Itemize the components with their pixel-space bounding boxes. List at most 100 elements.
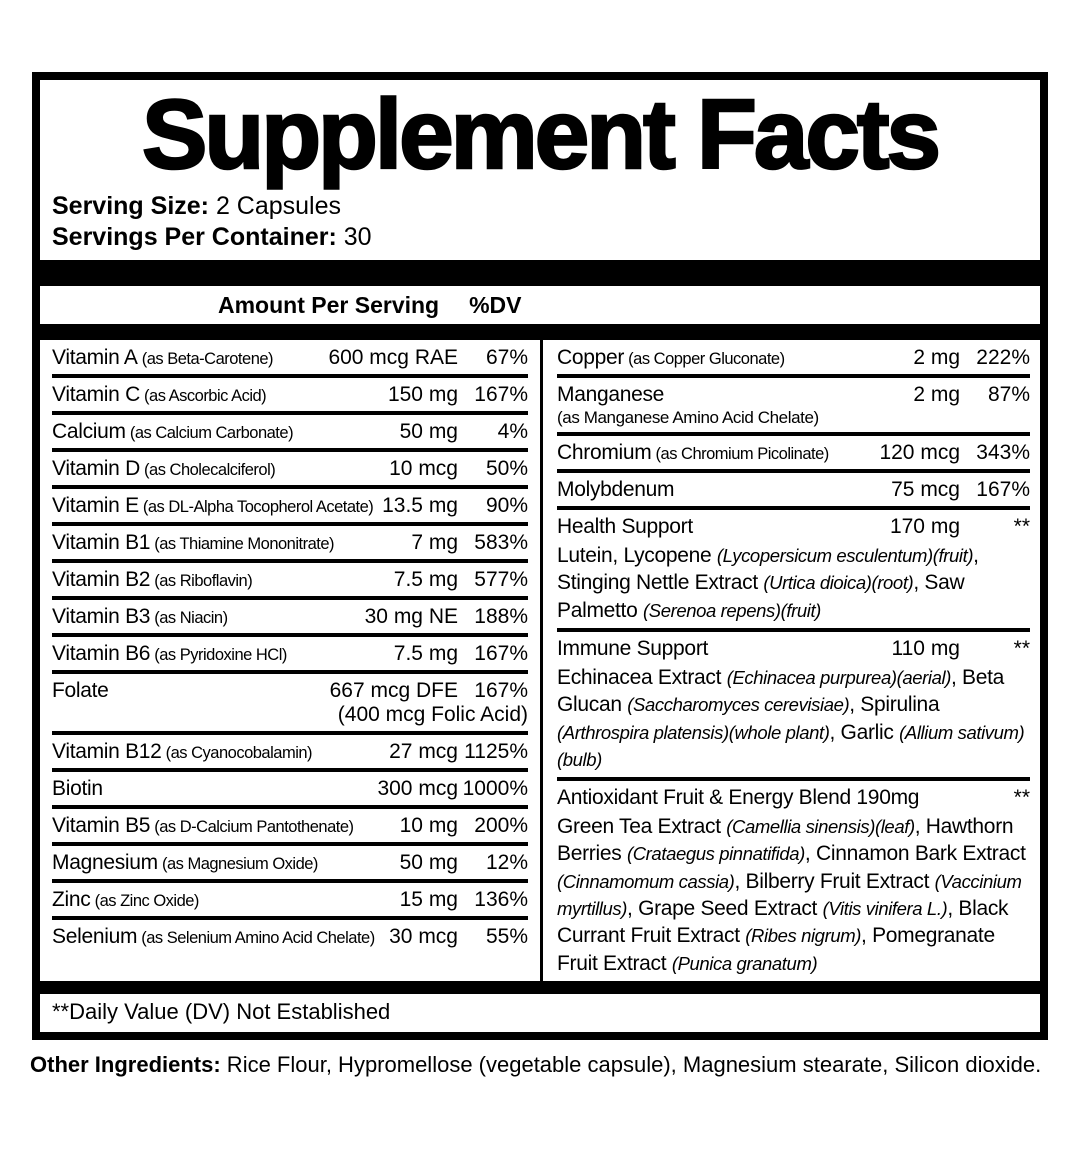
nutrient-name-text: Health Support	[557, 515, 693, 539]
botanical-name: (Lycopersicum esculentum)(fruit)	[716, 545, 974, 567]
ingredient-text: , Cinnamon Bark Extract	[804, 842, 1026, 866]
nutrient-name: Health Support	[557, 515, 884, 539]
nutrient-name: Vitamin A (as Beta-Carotene)	[52, 346, 322, 370]
nutrient-amount: 10 mg	[399, 814, 458, 838]
nutrient-amount: 50 mg	[399, 420, 458, 444]
nutrient-amount: 600 mcg RAE	[328, 346, 458, 370]
nutrient-name-text: Antioxidant Fruit & Energy Blend 190mg	[557, 786, 920, 810]
nutrient-name: Immune Support	[557, 637, 886, 661]
nutrient-dv: **	[1013, 515, 1030, 539]
nutrient-amount: 30 mcg	[389, 925, 458, 949]
nutrient-source-text: (as Beta-Carotene)	[137, 350, 274, 369]
nutrient-amount: 13.5 mg	[382, 494, 458, 518]
nutrient-row-line: Immune Support 110 mg **	[557, 637, 1030, 661]
nutrient-row: Molybdenum 75 mcg 167%	[557, 473, 1030, 511]
ingredient-text: , Saw Palmetto	[557, 571, 965, 622]
nutrient-row: Vitamin A (as Beta-Carotene) 600 mcg RAE 6…	[52, 341, 528, 379]
nutrient-amount: 27 mcg	[389, 740, 458, 764]
servings-per-container-label: Servings Per Container:	[52, 222, 337, 251]
nutrient-name-text: Vitamin B2	[52, 568, 151, 592]
nutrient-amount: 110 mg	[891, 636, 961, 660]
nutrient-row-line: Vitamin B1 (as Thiamine Mononitrate) 7 mg…	[52, 531, 528, 555]
nutrient-dv: 167%	[474, 679, 528, 703]
ingredient-text: , Garlic	[829, 720, 900, 744]
nutrient-row-line: Magnesium (as Magnesium Oxide) 50 mg 12%	[52, 851, 528, 875]
nutrient-source-text: (as Cyanocobalamin)	[161, 744, 313, 763]
nutrient-name: Vitamin D (as Cholecalciferol)	[52, 457, 383, 481]
ingredient-text: Lutein, Lycopene	[557, 544, 717, 568]
nutrient-amount: 120 mcg	[879, 441, 960, 465]
nutrient-dv: 167%	[976, 478, 1030, 502]
nutrient-name: Molybdenum	[557, 478, 885, 502]
nutrient-amount: 667 mcg DFE	[329, 679, 458, 703]
nutrient-name: Zinc (as Zinc Oxide)	[52, 888, 394, 912]
nutrient-name: Biotin	[52, 777, 371, 801]
serving-size-line: Serving Size: 2 Capsules	[52, 191, 1030, 222]
nutrient-row-line: Antioxidant Fruit & Energy Blend 190mg **	[557, 786, 1030, 810]
amount-per-serving-header: Amount Per Serving	[218, 292, 440, 319]
nutrient-name: Vitamin E (as DL-Alpha Tocopherol Acetat…	[52, 494, 376, 518]
nutrient-row-line: Vitamin D (as Cholecalciferol) 10 mcg 50%	[52, 457, 528, 481]
nutrient-source-text: (as Chromium Picolinate)	[651, 445, 830, 464]
nutrient-name-text: Vitamin B5	[52, 814, 151, 838]
nutrient-row-line: Biotin 300 mcg 1000%	[52, 777, 528, 801]
nutrient-dv: 50%	[485, 457, 528, 481]
nutrient-row-line: Manganese 2 mg 87%	[557, 383, 1030, 407]
nutrient-name-text: Manganese	[557, 383, 665, 407]
nutrient-name-text: Immune Support	[557, 636, 709, 660]
ingredient-text: , Beta Glucan	[557, 665, 1005, 717]
divider-bar-bottom	[40, 980, 1040, 994]
nutrient-name: Vitamin B6 (as Pyridoxine HCl)	[52, 642, 388, 666]
nutrient-source-text: (as Selenium Amino Acid Chelate)	[137, 929, 375, 948]
nutrient-row: Zinc (as Zinc Oxide) 15 mg 136%	[52, 883, 528, 921]
nutrient-amount: 2 mg	[913, 346, 960, 370]
nutrient-amount: 300 mcg	[377, 777, 458, 801]
nutrient-name-text: Calcium	[52, 420, 126, 444]
nutrient-source-text: (as Magnesium Oxide)	[157, 855, 318, 874]
nutrient-name-text: Zinc	[52, 888, 91, 912]
nutrient-name: Manganese	[557, 383, 907, 407]
nutrient-dv: 167%	[474, 383, 528, 407]
dv-header: %DV	[469, 292, 522, 319]
nutrient-row: Vitamin B1 (as Thiamine Mononitrate) 7 mg…	[52, 526, 528, 564]
other-ingredients-value: Rice Flour, Hypromellose (vegetable caps…	[220, 1051, 1042, 1077]
supplement-facts-panel: Supplement Facts Serving Size: 2 Capsule…	[32, 72, 1048, 1040]
nutrient-row: Health Support 170 mg ** Lutein, Lycopene (…	[557, 510, 1030, 632]
nutrient-dv: 167%	[474, 642, 528, 666]
nutrient-row-line: Vitamin B3 (as Niacin) 30 mg NE 188%	[52, 605, 528, 629]
nutrient-row-line: Zinc (as Zinc Oxide) 15 mg 136%	[52, 888, 528, 912]
botanical-name: (Arthrospira platensis)(whole plant)	[557, 721, 830, 743]
daily-value-footnote: **Daily Value (DV) Not Established	[52, 998, 391, 1024]
nutrient-name: Vitamin C (as Ascorbic Acid)	[52, 383, 382, 407]
ingredient-text: Green Tea Extract	[557, 815, 727, 839]
blend-ingredients: Green Tea Extract (Camellia sinensis)(le…	[557, 810, 1030, 977]
ingredient-text: , Stinging Nettle Extract	[557, 544, 979, 595]
nutrient-row-line: Health Support 170 mg **	[557, 515, 1030, 539]
nutrient-source-text: (as Calcium Carbonate)	[125, 424, 294, 443]
nutrient-name-text: Molybdenum	[557, 478, 675, 502]
nutrient-amount: 30 mg NE	[364, 605, 458, 629]
servings-per-container-value: 30	[336, 222, 372, 251]
botanical-name: (Cinnamomum cassia)	[557, 870, 735, 892]
blend-ingredients: Echinacea Extract (Echinacea purpurea)(a…	[557, 661, 1030, 773]
nutrient-row: Vitamin B3 (as Niacin) 30 mg NE 188%	[52, 600, 528, 638]
nutrient-name: Vitamin B2 (as Riboflavin)	[52, 568, 388, 592]
nutrient-row: Immune Support 110 mg ** Echinacea Extract …	[557, 632, 1030, 782]
nutrient-name: Vitamin B3 (as Niacin)	[52, 605, 359, 629]
serving-size-label: Serving Size:	[52, 192, 209, 221]
nutrient-row-line: Vitamin C (as Ascorbic Acid) 150 mg 167%	[52, 383, 528, 407]
botanical-name: (Saccharomyces cerevisiae)	[627, 694, 850, 716]
nutrient-dv: 87%	[987, 383, 1030, 407]
botanical-name: (Serenoa repens)(fruit)	[643, 599, 821, 621]
nutrient-row: Vitamin B6 (as Pyridoxine HCl) 7.5 mg 167%	[52, 637, 528, 675]
nutrient-name: Vitamin B12 (as Cyanocobalamin)	[52, 740, 383, 764]
nutrients-column-left: Vitamin A (as Beta-Carotene) 600 mcg RAE 6…	[40, 340, 540, 981]
nutrient-row-line: Vitamin E (as DL-Alpha Tocopherol Acetat…	[52, 494, 528, 518]
nutrient-name-text: Vitamin E	[52, 494, 139, 518]
nutrient-row: Vitamin B2 (as Riboflavin) 7.5 mg 577%	[52, 563, 528, 601]
nutrient-dv: 583%	[474, 531, 528, 555]
nutrient-row: Copper (as Copper Gluconate) 2 mg 222%	[557, 341, 1030, 379]
nutrient-source-text: (as Riboflavin)	[150, 572, 253, 591]
nutrient-name: Vitamin B5 (as D-Calcium Pantothenate)	[52, 814, 394, 838]
nutrient-amount: 10 mcg	[389, 457, 458, 481]
